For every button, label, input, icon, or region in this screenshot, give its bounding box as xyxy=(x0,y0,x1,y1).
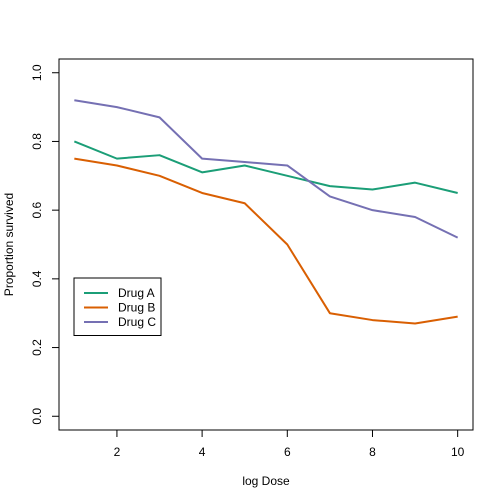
y-tick-label: 0.6 xyxy=(30,201,44,218)
legend-label: Drug A xyxy=(118,286,155,300)
y-tick-label: 0.2 xyxy=(30,339,44,356)
y-axis-title: Proportion survived xyxy=(2,193,16,296)
y-tick-label: 1.0 xyxy=(30,64,44,81)
y-tick-label: 0.8 xyxy=(30,133,44,150)
x-tick-label: 6 xyxy=(284,445,291,459)
series-line-drug-b xyxy=(74,157,458,325)
plot-frame xyxy=(58,58,474,431)
x-tick-label: 8 xyxy=(369,445,376,459)
x-tick-label: 2 xyxy=(114,445,121,459)
x-tick-label: 10 xyxy=(451,445,465,459)
legend-label: Drug C xyxy=(118,315,156,329)
series-layer xyxy=(73,99,459,325)
y-tick-label: 0.0 xyxy=(30,408,44,425)
x-axis: 2 4 6 8 10 xyxy=(114,429,465,459)
series-line-drug-a xyxy=(73,140,458,194)
series-line-drug-c xyxy=(74,99,459,239)
x-tick-label: 4 xyxy=(199,445,206,459)
y-axis: 0.0 0.2 0.4 0.6 0.8 1.0 xyxy=(30,64,60,425)
legend-label: Drug B xyxy=(118,301,155,315)
y-tick-label: 0.4 xyxy=(30,270,44,287)
x-axis-title: log Dose xyxy=(242,474,290,488)
